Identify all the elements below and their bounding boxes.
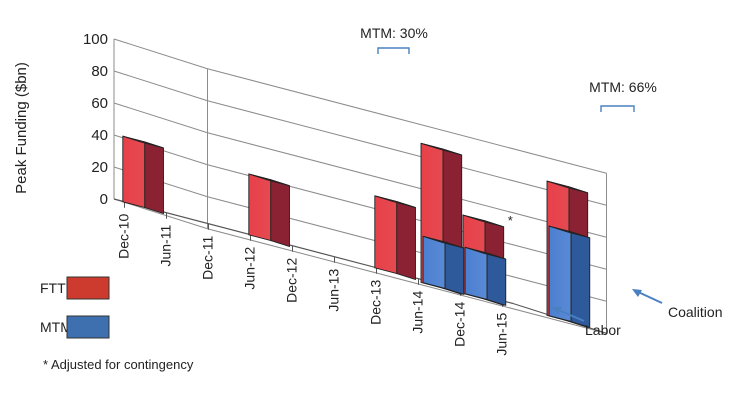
bar-fttp-labor-dec-10 [122,135,164,215]
annotation-mtm-66: MTM: 66% [589,79,657,112]
contingency-marker: * [508,213,513,228]
bar-mtm-coalition-jun-15 [548,225,591,329]
series-labels: Coalition Labor [551,289,722,338]
y-tick-label: 80 [91,63,108,80]
y-tick-label: 0 [100,191,108,208]
x-tick-label: Jun-11 [158,225,174,267]
y-tick-label: 20 [91,159,108,176]
bar-mtm-coalition-jun-14 [464,246,507,307]
x-tick-label: Jun-13 [326,269,342,312]
x-tick-label: Dec-10 [116,214,132,259]
grid-line [113,166,607,302]
grid-line [113,38,607,174]
series-label-coalition: Coalition [668,304,722,320]
grid-line [113,102,607,238]
legend-mtm-label: MTM [40,319,72,335]
bar-fttp-labor-jun-12 [248,173,290,248]
legend-fttp-swatch [66,276,110,300]
grid-line [113,70,607,206]
y-axis-label: Peak Funding ($bn) [13,62,30,194]
legend: FTTP MTM [40,276,110,339]
annotation-mtm-30-label: MTM: 30% [360,25,428,41]
legend-fttp-label: FTTP [40,280,75,296]
y-tick-label: 40 [91,127,108,144]
coalition-arrow-icon [632,289,663,304]
footnote: * Adjusted for contingency [43,357,194,372]
bar-fttp-labor-dec-13 [374,195,416,281]
grid-line [113,198,607,334]
labor-arrow-icon [551,307,585,322]
chart-grid [113,38,607,334]
grid-line [113,134,607,270]
x-tick-label: Jun-14 [410,291,426,334]
y-tick-label: 100 [83,31,108,48]
y-tick-label: 60 [91,95,108,112]
series-label-labor: Labor [585,322,621,338]
x-tick-label: Dec-14 [452,302,468,347]
annotation-mtm-30: MTM: 30% [360,25,428,54]
y-tick-labels: 0 20 40 60 80 100 [83,31,108,208]
legend-mtm-swatch [66,315,110,339]
x-tick-label: Dec-11 [200,236,216,280]
x-tick-label: Dec-13 [368,280,384,325]
x-tick-label: Jun-12 [242,247,258,290]
annotation-mtm-66-label: MTM: 66% [589,79,657,95]
x-tick-label: Jun-15 [494,313,510,356]
bars: * [122,135,591,329]
x-tick-labels: Dec-10 Jun-11 Dec-11 Jun-12 Dec-12 Jun-13 Dec-… [116,214,510,356]
bar-mtm-coalition-dec-13 [422,235,465,296]
x-tick-label: Dec-12 [284,258,300,303]
